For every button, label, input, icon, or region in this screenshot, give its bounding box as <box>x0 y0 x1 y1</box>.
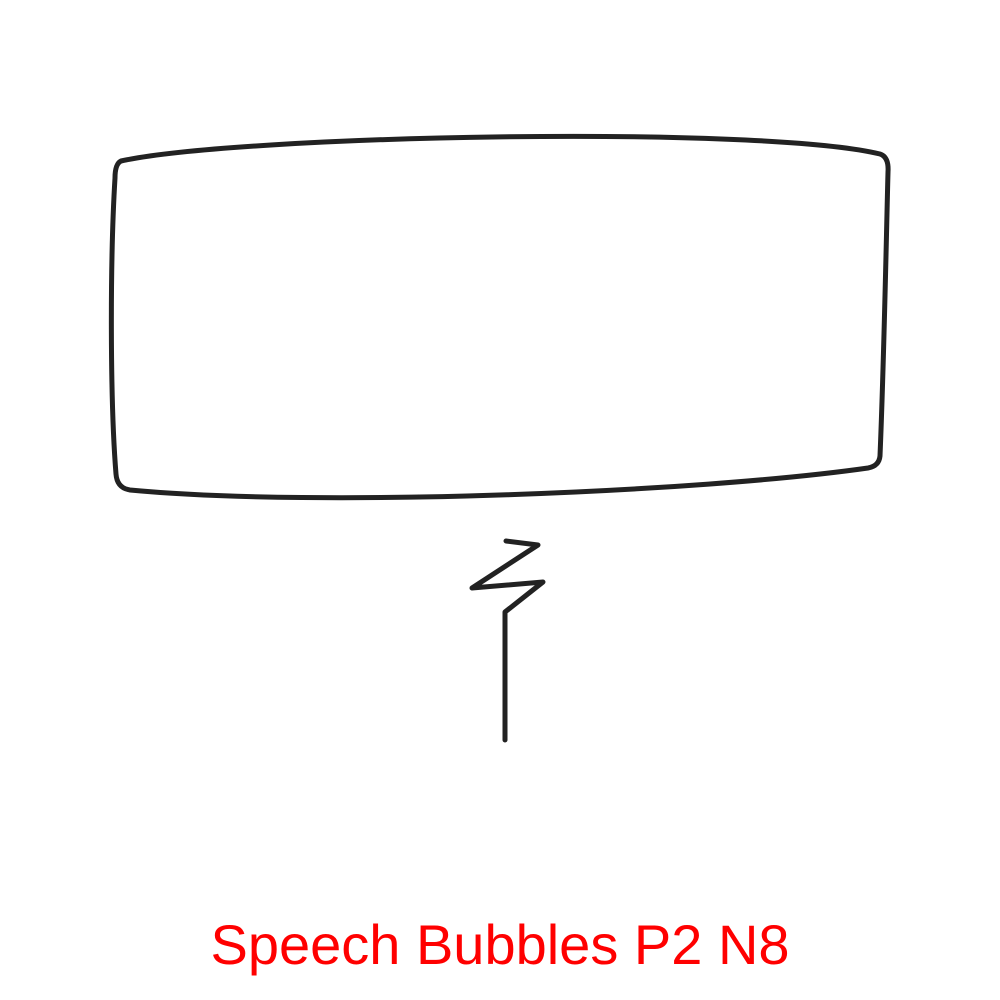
speech-bubble-body <box>108 133 891 501</box>
speech-bubble-tail <box>469 538 546 743</box>
caption-title: Speech Bubbles P2 N8 <box>210 913 790 976</box>
